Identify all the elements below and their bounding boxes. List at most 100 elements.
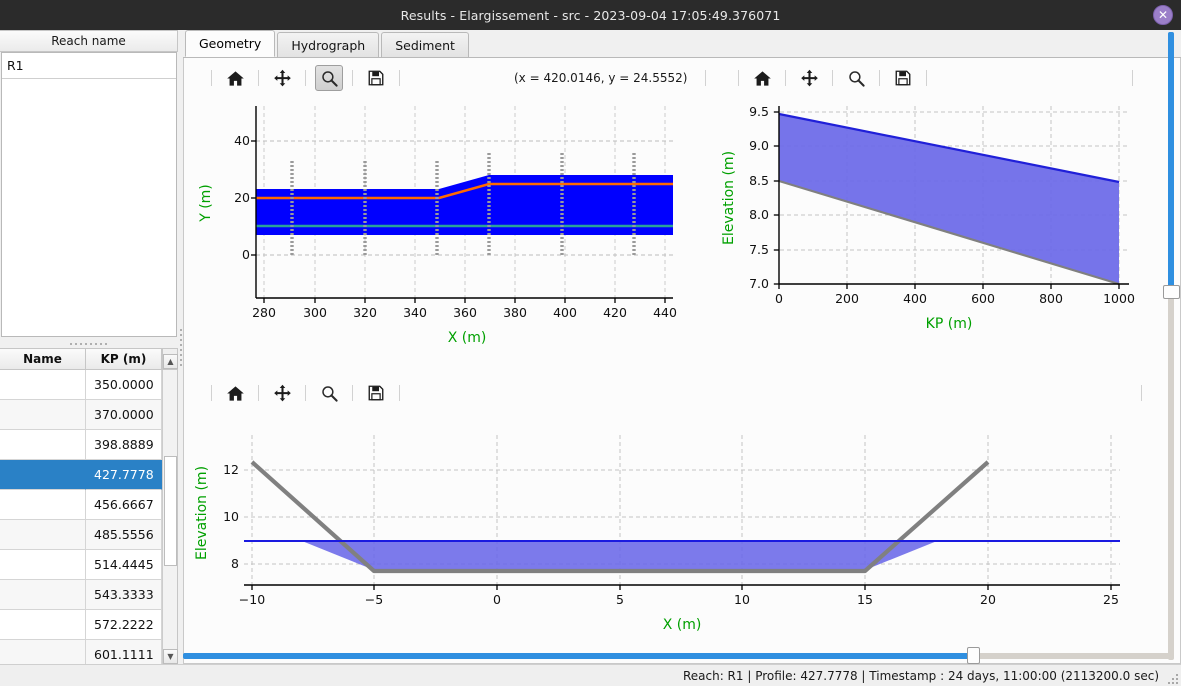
tab-bar: Geometry Hydrograph Sediment <box>183 30 1181 58</box>
toolbar-separator <box>1132 70 1133 86</box>
timestep-slider[interactable] <box>183 647 1173 664</box>
scrollbar-thumb[interactable] <box>164 456 177 566</box>
cell-kp: 370.0000 <box>86 400 162 430</box>
cell-name <box>0 580 86 610</box>
toolbar-separator <box>1141 385 1142 401</box>
plan-toolbar: (x = 420.0146, y = 24.5552) <box>184 58 708 98</box>
table-row[interactable]: 514.4445 <box>0 550 177 580</box>
table-row[interactable]: 350.0000 <box>0 370 177 400</box>
home-icon[interactable] <box>221 380 249 406</box>
toolbar-separator <box>832 70 833 86</box>
svg-text:0: 0 <box>775 291 783 306</box>
toolbar-separator <box>211 385 212 401</box>
scroll-up-icon[interactable]: ▲ <box>163 354 178 369</box>
toolbar-separator <box>705 70 706 86</box>
toolbar-separator <box>211 70 212 86</box>
magnifier-icon[interactable] <box>842 65 870 91</box>
slider-track[interactable] <box>1168 32 1174 660</box>
slider-thumb[interactable] <box>967 647 981 664</box>
profile-slider[interactable] <box>1163 32 1180 660</box>
y-axis-label: Elevation (m) <box>194 466 210 560</box>
kp-scrollbar[interactable]: ▲ ▼ <box>162 354 178 664</box>
panel-splitter-horizontal[interactable] <box>0 340 178 348</box>
toolbar-separator <box>352 70 353 86</box>
tab-hydrograph[interactable]: Hydrograph <box>277 32 380 57</box>
list-item[interactable]: R1 <box>2 53 176 79</box>
svg-text:15: 15 <box>857 592 873 607</box>
longitudinal-profile-chart[interactable]: 9.5 9.0 8.5 8.0 7.5 7.0 0 200 400 600 800 1000 K… <box>711 98 1180 366</box>
table-row[interactable]: 543.3333 <box>0 580 177 610</box>
status-bar: Reach: R1 | Profile: 427.7778 | Timestam… <box>0 664 1181 686</box>
svg-text:40: 40 <box>234 133 250 148</box>
bed-profile <box>250 460 990 574</box>
tab-geometry[interactable]: Geometry <box>185 30 276 57</box>
svg-text:0: 0 <box>493 592 501 607</box>
cell-name <box>0 610 86 640</box>
svg-text:440: 440 <box>653 305 677 320</box>
svg-text:1000: 1000 <box>1103 291 1135 306</box>
tab-label: Sediment <box>395 37 455 53</box>
longitudinal-profile-panel: 9.5 9.0 8.5 8.0 7.5 7.0 0 200 400 600 800 1000 K… <box>711 58 1180 368</box>
kp-table-body: 350.0000 370.0000 398.8889 427.7778 456.6667… <box>0 370 178 664</box>
table-row[interactable]: 572.2222 <box>0 610 177 640</box>
toolbar-separator <box>738 70 739 86</box>
y-tick-labels: 9.5 9.0 8.5 8.0 7.5 7.0 <box>749 104 769 291</box>
table-row[interactable]: 427.7778 <box>0 460 177 490</box>
column-header-name[interactable]: Name <box>0 348 86 370</box>
scroll-down-icon[interactable]: ▼ <box>163 649 178 664</box>
svg-text:5: 5 <box>616 592 624 607</box>
magnifier-icon[interactable] <box>315 380 343 406</box>
water-surface-line <box>778 112 1120 184</box>
cell-kp: 514.4445 <box>86 550 162 580</box>
cross-section-chart[interactable]: −10 −5 0 5 10 15 20 25 12 10 8 X (m) Elevation … <box>184 413 1180 639</box>
tab-label: Hydrograph <box>291 37 366 53</box>
panel-splitter-vertical[interactable] <box>178 30 183 664</box>
table-row[interactable]: 370.0000 <box>0 400 177 430</box>
x-tick-labels: 0 200 400 600 800 1000 <box>775 291 1135 306</box>
slider-fill <box>1168 32 1174 292</box>
save-icon[interactable] <box>362 380 390 406</box>
save-icon[interactable] <box>889 65 917 91</box>
toolbar-separator <box>879 70 880 86</box>
toolbar-separator <box>399 385 400 401</box>
channel-area <box>256 175 673 235</box>
splitter-grip-icon <box>179 328 182 366</box>
home-icon[interactable] <box>748 65 776 91</box>
status-text: Reach: R1 | Profile: 427.7778 | Timestam… <box>682 668 1159 683</box>
title-bar: Results - Elargissement - src - 2023-09-… <box>0 0 1181 30</box>
move-icon[interactable] <box>268 380 296 406</box>
y-tick-labels: 40 20 0 <box>234 133 250 262</box>
column-header-kp[interactable]: KP (m) <box>86 348 162 370</box>
svg-text:8.0: 8.0 <box>749 207 769 222</box>
cell-name <box>0 460 86 490</box>
cross-section-panel: −10 −5 0 5 10 15 20 25 12 10 8 X (m) Elevation … <box>184 373 1180 641</box>
table-row[interactable]: 601.1111 <box>0 640 177 664</box>
svg-text:9.0: 9.0 <box>749 138 769 153</box>
table-row[interactable]: 485.5556 <box>0 520 177 550</box>
reach-list[interactable]: R1 <box>1 52 177 337</box>
resize-grip-icon[interactable] <box>1166 672 1178 684</box>
magnifier-icon[interactable] <box>315 65 343 91</box>
table-row[interactable]: 456.6667 <box>0 490 177 520</box>
reach-name-header: Reach name <box>0 30 178 52</box>
water-area <box>779 114 1119 284</box>
centerline <box>256 182 673 200</box>
table-row[interactable]: 398.8889 <box>0 430 177 460</box>
x-ticks <box>778 284 1120 289</box>
close-icon[interactable]: ✕ <box>1153 5 1173 25</box>
plan-view-chart[interactable]: 40 20 0 <box>184 98 708 366</box>
home-icon[interactable] <box>221 65 249 91</box>
cell-name <box>0 400 86 430</box>
tab-sediment[interactable]: Sediment <box>381 32 469 57</box>
save-icon[interactable] <box>362 65 390 91</box>
y-axis-label: Elevation (m) <box>721 151 737 245</box>
move-icon[interactable] <box>268 65 296 91</box>
slider-thumb[interactable] <box>1163 284 1180 299</box>
move-icon[interactable] <box>795 65 823 91</box>
cell-name <box>0 430 86 460</box>
svg-text:320: 320 <box>353 305 377 320</box>
reach-label: R1 <box>7 58 24 73</box>
x-axis-label: KP (m) <box>926 316 973 332</box>
section-toolbar <box>184 373 1180 413</box>
left-panel: Reach name R1 Name KP (m) 350.0000 370.00… <box>0 30 178 664</box>
